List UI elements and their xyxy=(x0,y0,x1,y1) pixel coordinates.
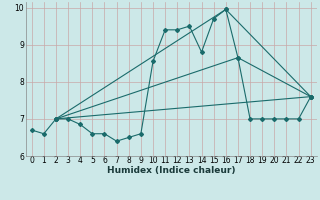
X-axis label: Humidex (Indice chaleur): Humidex (Indice chaleur) xyxy=(107,166,236,175)
